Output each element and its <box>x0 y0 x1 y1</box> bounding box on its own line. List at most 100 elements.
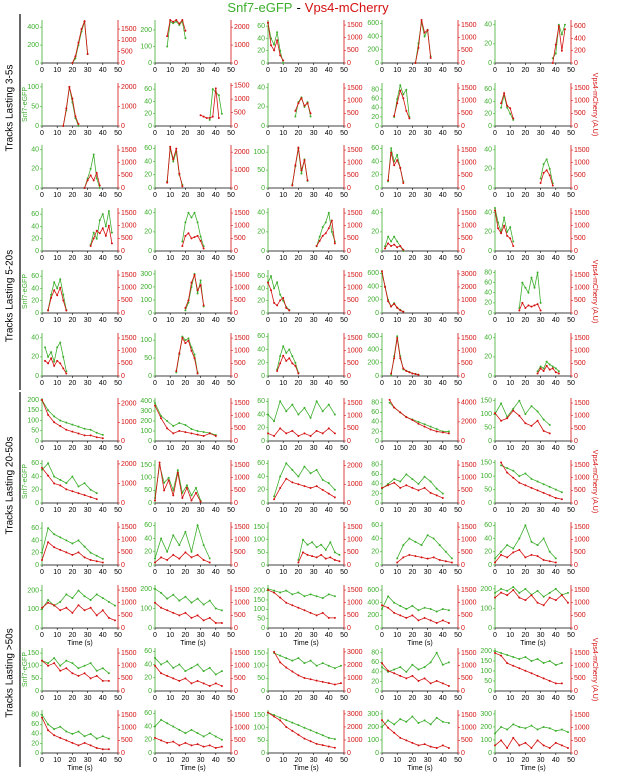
x-tick-label: 30 <box>310 757 318 764</box>
x-tick-label: 10 <box>279 67 287 74</box>
data-point <box>327 211 330 214</box>
data-point <box>190 556 193 559</box>
series-line <box>276 354 299 374</box>
data-point <box>548 174 551 177</box>
x-tick-label: 30 <box>310 317 318 324</box>
y-tick-label: 20 <box>257 298 265 305</box>
data-point <box>512 118 515 121</box>
data-point <box>548 560 551 563</box>
data-point <box>396 335 399 338</box>
x-tick-label: 30 <box>310 569 318 576</box>
x-tick-label: 10 <box>506 569 514 576</box>
x-tick-label: 50 <box>340 757 348 764</box>
x-tick-label: 10 <box>53 507 61 514</box>
x-tick-label: 10 <box>393 757 401 764</box>
data-point <box>497 227 500 230</box>
data-point <box>53 604 56 607</box>
data-point <box>53 657 56 660</box>
data-point <box>172 22 175 25</box>
data-point <box>393 302 396 305</box>
x-tick-label: 50 <box>567 445 575 452</box>
data-point <box>524 286 527 289</box>
data-point <box>47 355 50 358</box>
x-tick-label: 30 <box>310 380 318 387</box>
data-point <box>530 477 533 480</box>
data-point <box>172 489 175 492</box>
x-tick-label: 30 <box>84 130 92 137</box>
y-tick-label: 100 <box>140 605 152 612</box>
y2-tick-label: 500 <box>461 235 473 242</box>
x-tick-label: 0 <box>40 255 44 262</box>
x-tick-label: 0 <box>266 757 270 764</box>
group-label: Tracks Lasting 3-5s <box>5 65 16 152</box>
y-tick-label: 600 <box>367 587 379 594</box>
y2-tick-label: 1000 <box>461 160 477 167</box>
x-tick-label: 10 <box>279 192 287 199</box>
data-point <box>506 230 509 233</box>
series-line <box>393 89 410 119</box>
data-point <box>500 739 503 742</box>
x-tick-label: 40 <box>439 255 447 262</box>
y2-tick-label: 1000 <box>461 537 477 544</box>
data-point <box>184 306 187 309</box>
data-point <box>202 431 205 433</box>
data-point <box>545 169 548 172</box>
x-tick-label: 20 <box>69 507 77 514</box>
y2-tick-label: 0 <box>121 373 125 380</box>
data-point <box>282 354 285 357</box>
y2-tick-label: 1000 <box>347 285 363 292</box>
data-point <box>65 421 68 424</box>
series-line <box>381 271 404 313</box>
x-tick-label: 20 <box>182 695 190 702</box>
y-tick-label: 400 <box>367 600 379 607</box>
y2-tick-label: 3000 <box>347 649 363 656</box>
data-point <box>384 245 387 248</box>
data-point <box>542 604 545 607</box>
series-line <box>267 274 290 311</box>
data-point <box>324 557 327 560</box>
data-point <box>279 355 282 358</box>
x-tick-label: 50 <box>340 255 348 262</box>
data-point <box>285 462 288 465</box>
data-point <box>309 678 312 681</box>
data-point <box>297 475 300 478</box>
y-tick-label: 0 <box>488 310 492 317</box>
data-point <box>56 287 59 290</box>
x-tick-label: 0 <box>380 632 384 639</box>
y-tick-label: 40 <box>484 535 492 542</box>
data-point <box>285 589 288 592</box>
data-point <box>414 540 417 543</box>
data-point <box>95 498 98 501</box>
data-point <box>542 367 545 370</box>
data-point <box>390 372 393 375</box>
data-point <box>77 485 80 488</box>
y2-tick-label: 1000 <box>234 167 250 174</box>
data-point <box>53 662 56 665</box>
data-point <box>53 289 56 292</box>
data-point <box>184 37 187 40</box>
x-tick-label: 40 <box>212 67 220 74</box>
data-point <box>512 551 515 554</box>
x-tick-label: 50 <box>227 632 235 639</box>
y-tick-label: 40 <box>31 731 39 738</box>
data-point <box>172 740 175 743</box>
data-point <box>408 537 411 540</box>
y-tick-label: 20 <box>31 298 39 305</box>
data-point <box>527 291 530 294</box>
data-point <box>390 240 393 243</box>
data-point <box>160 739 163 742</box>
y-tick-label: 50 <box>257 549 265 556</box>
y-tick-label: 100 <box>27 84 39 91</box>
x-tick-label: 50 <box>567 380 575 387</box>
y-tick-label: 40 <box>484 335 492 342</box>
data-point <box>524 656 527 658</box>
data-point <box>500 102 503 105</box>
data-point <box>279 475 282 478</box>
data-point <box>187 299 190 302</box>
x-tick-label: 40 <box>99 445 107 452</box>
x-tick-label: 10 <box>53 632 61 639</box>
data-point <box>195 486 198 489</box>
y-tick-label: 50 <box>257 675 265 682</box>
y-tick-label: 20 <box>371 114 379 121</box>
y-tick-label: 0 <box>375 625 379 632</box>
